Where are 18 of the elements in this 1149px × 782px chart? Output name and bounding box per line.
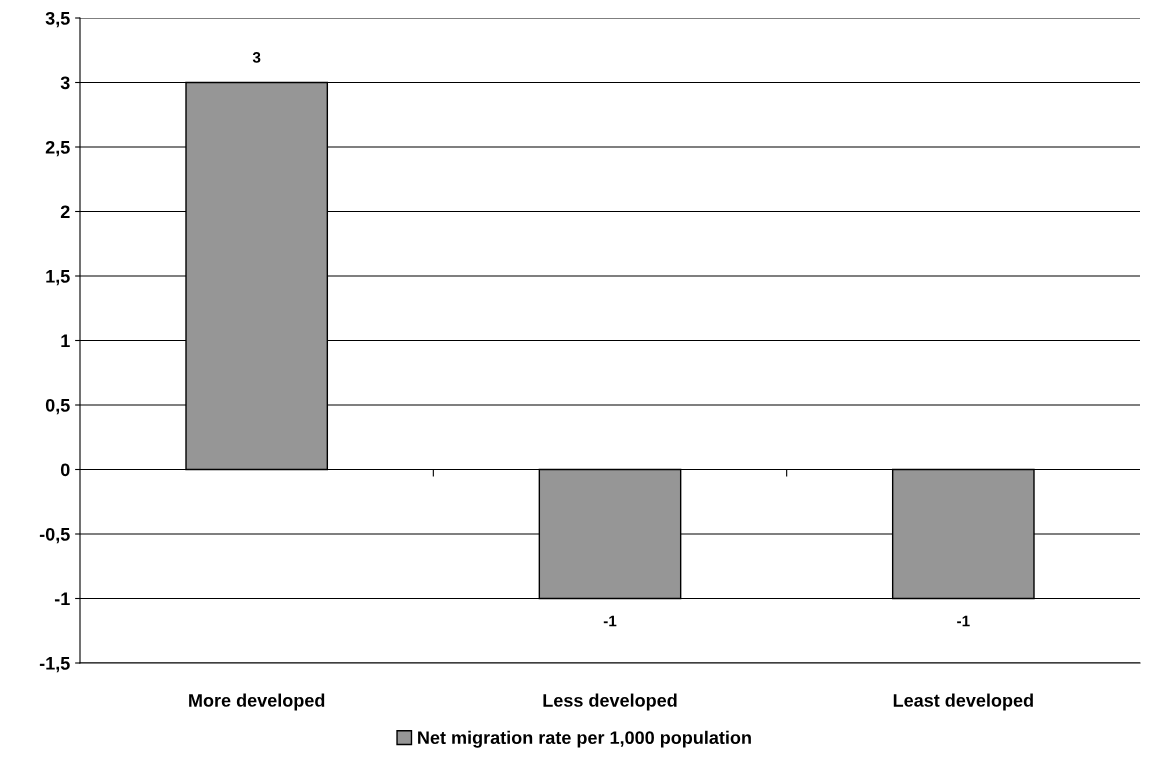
y-tick-label: 2,5 bbox=[45, 140, 70, 157]
y-tick-label: -1 bbox=[54, 592, 70, 606]
y-tick-label: 3,5 bbox=[45, 11, 70, 28]
data-label: 3 bbox=[252, 52, 261, 63]
data-label: -1 bbox=[957, 615, 970, 627]
y-tick-label: -1,5 bbox=[39, 657, 70, 673]
x-tick-label: Less developed bbox=[543, 693, 677, 711]
x-tick-label: More developed bbox=[189, 693, 325, 711]
y-tick-label: -0,5 bbox=[39, 527, 70, 544]
y-tick-label: 3 bbox=[60, 76, 70, 90]
y-tick-label: 1,5 bbox=[46, 270, 70, 286]
data-label: -1 bbox=[603, 615, 617, 627]
y-tick-label: 0 bbox=[60, 463, 70, 477]
y-tick-label: 2 bbox=[60, 205, 70, 219]
y-tick-label: 0,5 bbox=[45, 398, 70, 415]
x-tick-label: Least developed bbox=[893, 693, 1033, 711]
y-tick-label: 1 bbox=[61, 334, 70, 348]
legend-label: Net migration rate per 1,000 population bbox=[418, 730, 751, 748]
